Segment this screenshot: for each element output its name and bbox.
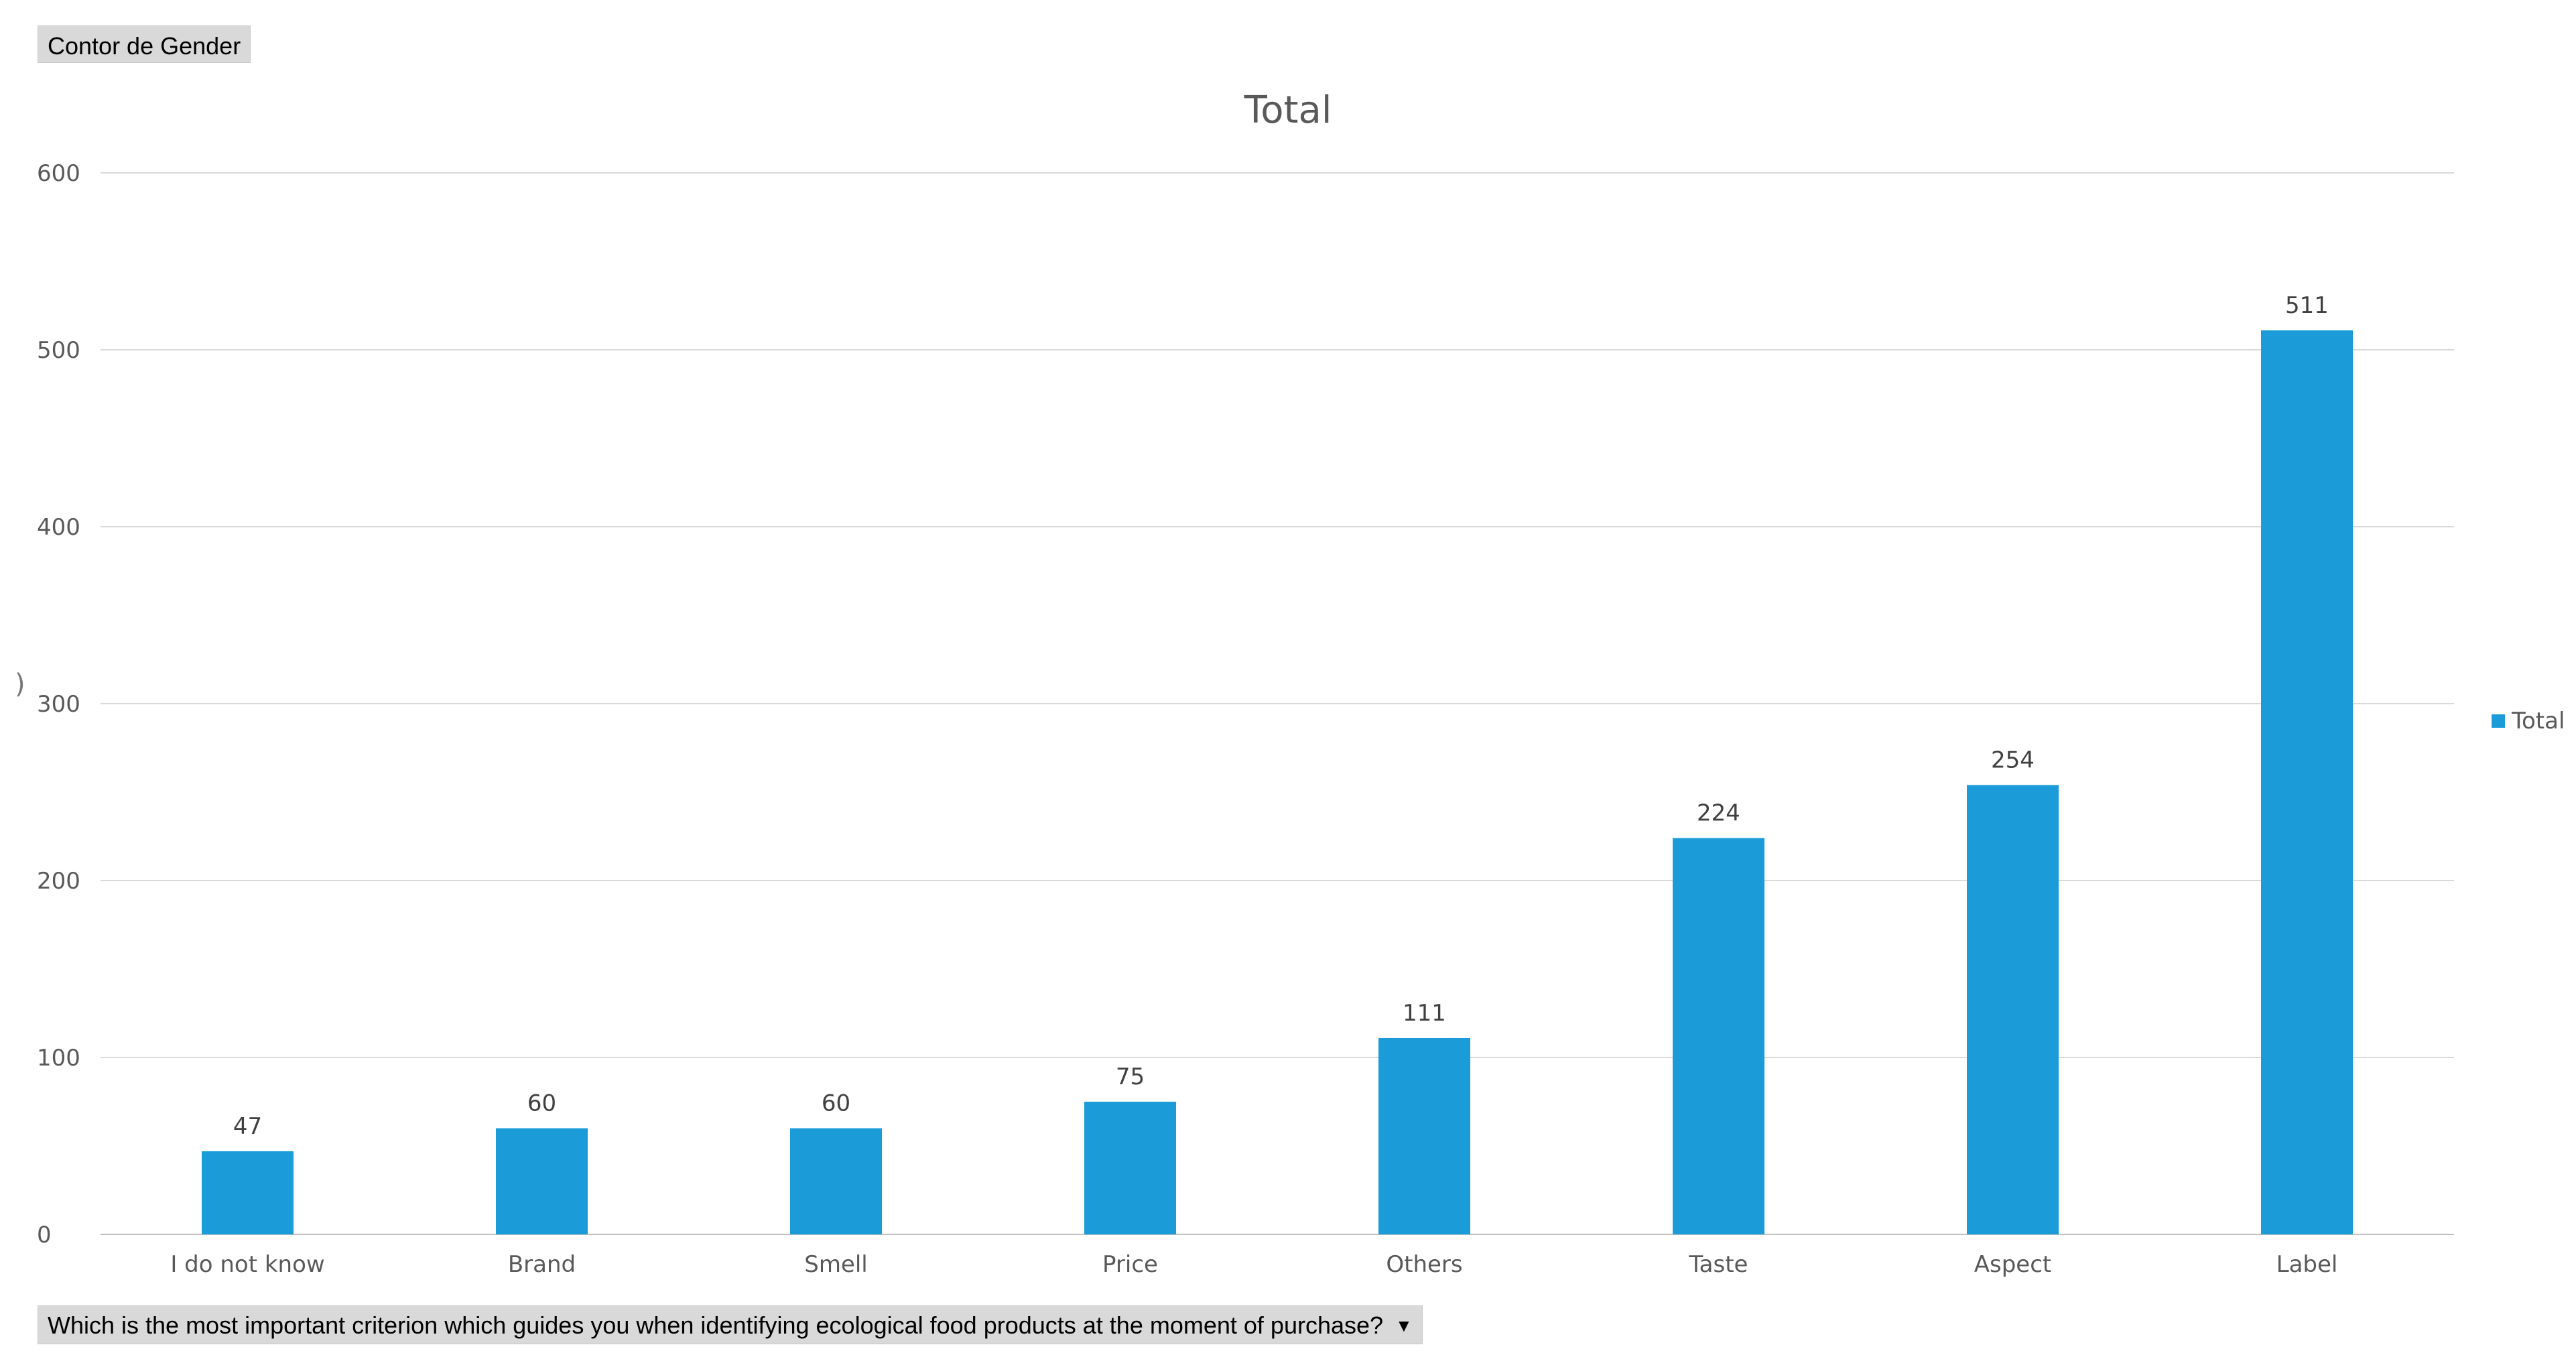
bar [1378,1037,1470,1234]
bar [1967,785,2059,1234]
value-field-button[interactable]: Contor de Gender [38,25,251,63]
chart-title: Total [1244,88,1332,132]
bar [790,1128,882,1234]
data-label: 511 [2285,292,2329,319]
x-tick-label: Aspect [1974,1251,2052,1278]
x-tick-label: Others [1386,1251,1462,1278]
axis-field-button[interactable]: Which is the most important criterion wh… [38,1305,1423,1344]
y-tick-label: 0 [37,1222,52,1248]
y-tick-label: 300 [37,691,80,718]
bar [2261,330,2353,1235]
bar [1673,838,1764,1234]
y-tick-label: 600 [37,160,80,187]
x-tick-label: I do not know [170,1251,324,1278]
bar [1084,1102,1176,1234]
data-label: 224 [1697,800,1740,827]
data-label: 47 [233,1113,262,1140]
x-tick-label: Price [1102,1251,1158,1278]
bar [202,1151,294,1234]
bar [496,1128,588,1234]
legend-swatch [2492,714,2505,728]
legend: Total [2492,708,2565,734]
data-label: 60 [527,1090,556,1117]
y-tick-label: 500 [37,337,80,364]
data-label: 254 [1991,747,2035,773]
axis-field-label: Which is the most important criterion wh… [48,1311,1384,1339]
data-label: 75 [1116,1064,1145,1090]
collapse-handle-icon: ) [15,669,25,700]
value-field-label: Contor de Gender [48,32,241,60]
x-tick-label: Brand [508,1251,576,1278]
legend-label: Total [2512,708,2565,734]
triangle-down-icon[interactable]: ▼ [1395,1315,1413,1336]
data-label: 111 [1403,1000,1446,1027]
y-tick-label: 400 [37,514,80,541]
data-label: 60 [822,1090,850,1117]
x-tick-label: Label [2276,1251,2338,1278]
y-tick-label: 100 [37,1045,80,1072]
x-tick-label: Taste [1689,1251,1748,1278]
y-tick-label: 200 [37,868,80,895]
x-tick-label: Smell [804,1251,868,1278]
